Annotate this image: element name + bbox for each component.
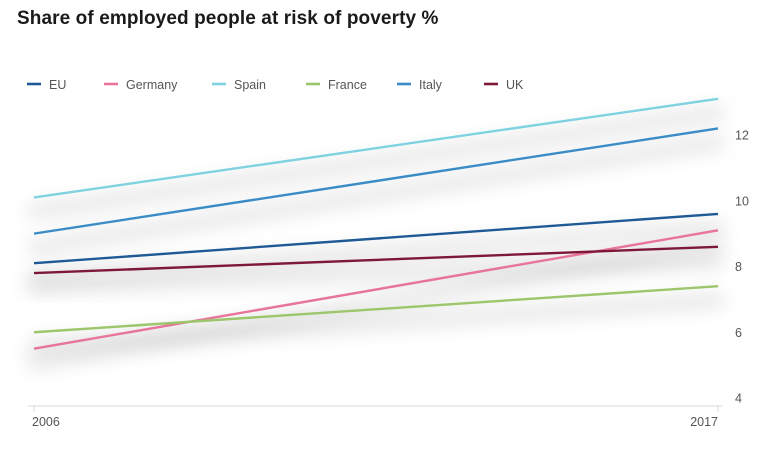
y-tick-label-12: 12 (735, 129, 749, 143)
x-tick-label-2006: 2006 (32, 415, 60, 429)
shadow-uk (27, 253, 725, 295)
chart-title: Share of employed people at risk of pove… (17, 8, 439, 29)
legend-item-germany: Germany (104, 78, 178, 92)
shadow-spain (27, 105, 725, 219)
y-tick-label-10: 10 (735, 194, 749, 208)
line-shadows (27, 105, 725, 370)
legend-label-germany: Germany (126, 78, 178, 92)
legend-label-france: France (328, 78, 367, 92)
y-tick-label-6: 6 (735, 326, 742, 340)
x-tick-label-2017: 2017 (690, 415, 718, 429)
series-line-eu (33, 212, 719, 265)
series-line-france (33, 285, 719, 334)
legend: EU Germany Spain France Italy UK (27, 78, 524, 92)
legend-label-eu: EU (49, 78, 66, 92)
y-tick-label-4: 4 (735, 392, 742, 406)
y-tick-label-8: 8 (735, 260, 742, 274)
legend-label-uk: UK (506, 78, 524, 92)
legend-label-spain: Spain (234, 78, 266, 92)
legend-item-uk: UK (484, 78, 524, 92)
y-axis-ticks: 4 6 8 10 12 (735, 129, 749, 406)
shadow-france (27, 293, 725, 354)
legend-item-france: France (306, 78, 367, 92)
series-line-italy (33, 127, 719, 235)
legend-label-italy: Italy (419, 78, 443, 92)
x-axis-ticks: 2006 2017 (32, 406, 719, 429)
legend-item-spain: Spain (212, 78, 266, 92)
shadow-italy (27, 135, 725, 255)
series-line-spain (33, 97, 719, 199)
legend-item-italy: Italy (397, 78, 443, 92)
series-lines (33, 97, 719, 350)
series-line-uk (33, 245, 719, 275)
legend-item-eu: EU (27, 78, 66, 92)
